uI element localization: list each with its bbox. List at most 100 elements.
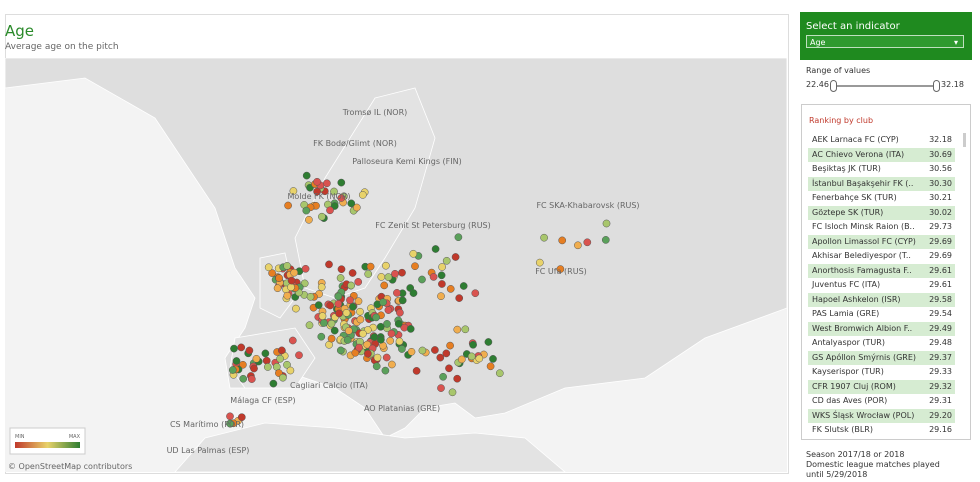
club-dot[interactable]: [386, 336, 395, 345]
club-dot[interactable]: [412, 367, 421, 375]
club-dot[interactable]: [558, 236, 567, 245]
club-dot[interactable]: [245, 346, 254, 355]
club-dot[interactable]: [283, 262, 291, 270]
club-dot[interactable]: [273, 284, 282, 293]
club-dot[interactable]: [383, 320, 391, 328]
club-dot[interactable]: [484, 338, 493, 346]
club-dot[interactable]: [349, 302, 357, 311]
club-dot[interactable]: [355, 343, 363, 352]
club-dot[interactable]: [602, 219, 611, 228]
club-dot[interactable]: [347, 199, 356, 208]
club-dot[interactable]: [574, 241, 582, 250]
club-dot[interactable]: [407, 347, 416, 356]
club-dot[interactable]: [436, 353, 445, 362]
club-dot[interactable]: [382, 353, 391, 362]
indicator-dropdown[interactable]: Age: [806, 35, 964, 49]
club-dot[interactable]: [446, 285, 455, 293]
club-dot[interactable]: [373, 353, 382, 362]
club-dot[interactable]: [540, 233, 548, 242]
club-dot[interactable]: [252, 354, 261, 363]
club-dot[interactable]: [475, 354, 484, 363]
club-dot[interactable]: [347, 281, 355, 290]
club-dot[interactable]: [337, 178, 346, 187]
club-dot[interactable]: [601, 236, 610, 244]
club-dot[interactable]: [330, 187, 338, 196]
club-dot[interactable]: [264, 263, 273, 272]
club-dot[interactable]: [535, 258, 544, 267]
club-dot[interactable]: [377, 273, 386, 281]
club-dot[interactable]: [352, 203, 361, 212]
club-dot[interactable]: [287, 276, 296, 285]
club-dot[interactable]: [453, 325, 462, 334]
club-dot[interactable]: [358, 191, 367, 199]
club-dot[interactable]: [395, 337, 404, 346]
club-dot[interactable]: [239, 374, 248, 383]
club-dot[interactable]: [382, 261, 390, 270]
club-dot[interactable]: [438, 280, 446, 288]
club-dot[interactable]: [314, 301, 323, 309]
club-dot[interactable]: [364, 270, 373, 278]
club-dot[interactable]: [279, 373, 287, 382]
club-dot[interactable]: [376, 322, 385, 331]
club-dot[interactable]: [286, 366, 295, 375]
club-dot[interactable]: [342, 309, 351, 317]
club-dot[interactable]: [387, 329, 396, 338]
club-dot[interactable]: [250, 364, 258, 373]
club-dot[interactable]: [344, 326, 353, 335]
club-dot[interactable]: [237, 413, 246, 422]
club-dot[interactable]: [313, 177, 321, 186]
club-dot[interactable]: [247, 375, 256, 383]
club-dot[interactable]: [379, 298, 387, 307]
club-dot[interactable]: [301, 264, 310, 273]
club-dot[interactable]: [336, 346, 345, 355]
club-dot[interactable]: [230, 344, 238, 353]
club-dot[interactable]: [448, 388, 457, 397]
club-dot[interactable]: [226, 419, 234, 428]
club-dot[interactable]: [486, 362, 495, 371]
club-dot[interactable]: [313, 187, 321, 196]
club-dot[interactable]: [276, 354, 284, 363]
club-dot[interactable]: [268, 269, 276, 277]
club-dot[interactable]: [346, 296, 354, 305]
club-dot[interactable]: [377, 335, 385, 344]
club-dot[interactable]: [381, 366, 390, 375]
club-dot[interactable]: [446, 341, 454, 350]
club-dot[interactable]: [396, 308, 404, 317]
club-dot[interactable]: [284, 201, 292, 210]
club-dot[interactable]: [263, 363, 272, 371]
club-dot[interactable]: [239, 360, 247, 369]
club-dot[interactable]: [343, 336, 352, 344]
club-dot[interactable]: [323, 179, 331, 188]
club-dot[interactable]: [411, 262, 419, 271]
club-dot[interactable]: [226, 412, 234, 421]
club-dot[interactable]: [232, 357, 241, 365]
club-dot[interactable]: [459, 282, 468, 290]
club-dot[interactable]: [330, 326, 339, 335]
club-dot[interactable]: [305, 215, 313, 224]
club-dot[interactable]: [277, 346, 286, 355]
club-dot[interactable]: [290, 268, 299, 277]
club-dot[interactable]: [393, 289, 401, 297]
club-dot[interactable]: [327, 334, 336, 343]
club-dot[interactable]: [366, 262, 375, 271]
club-dot[interactable]: [283, 360, 291, 369]
club-dot[interactable]: [418, 275, 426, 284]
club-dot[interactable]: [409, 289, 418, 297]
club-dot[interactable]: [305, 321, 314, 330]
club-dot[interactable]: [318, 312, 327, 320]
club-dot[interactable]: [348, 269, 357, 277]
club-dot[interactable]: [431, 245, 440, 253]
club-dot[interactable]: [306, 292, 315, 301]
club-dot[interactable]: [384, 273, 393, 281]
club-dot[interactable]: [269, 379, 278, 388]
club-dot[interactable]: [442, 349, 451, 358]
club-dot[interactable]: [442, 256, 451, 265]
club-dot[interactable]: [302, 171, 311, 180]
club-dot[interactable]: [337, 265, 346, 274]
club-dot[interactable]: [418, 346, 427, 355]
club-dot[interactable]: [325, 260, 333, 269]
club-dot[interactable]: [439, 372, 447, 381]
club-dot[interactable]: [320, 319, 328, 327]
club-dot[interactable]: [363, 340, 372, 349]
club-dot[interactable]: [429, 273, 438, 281]
